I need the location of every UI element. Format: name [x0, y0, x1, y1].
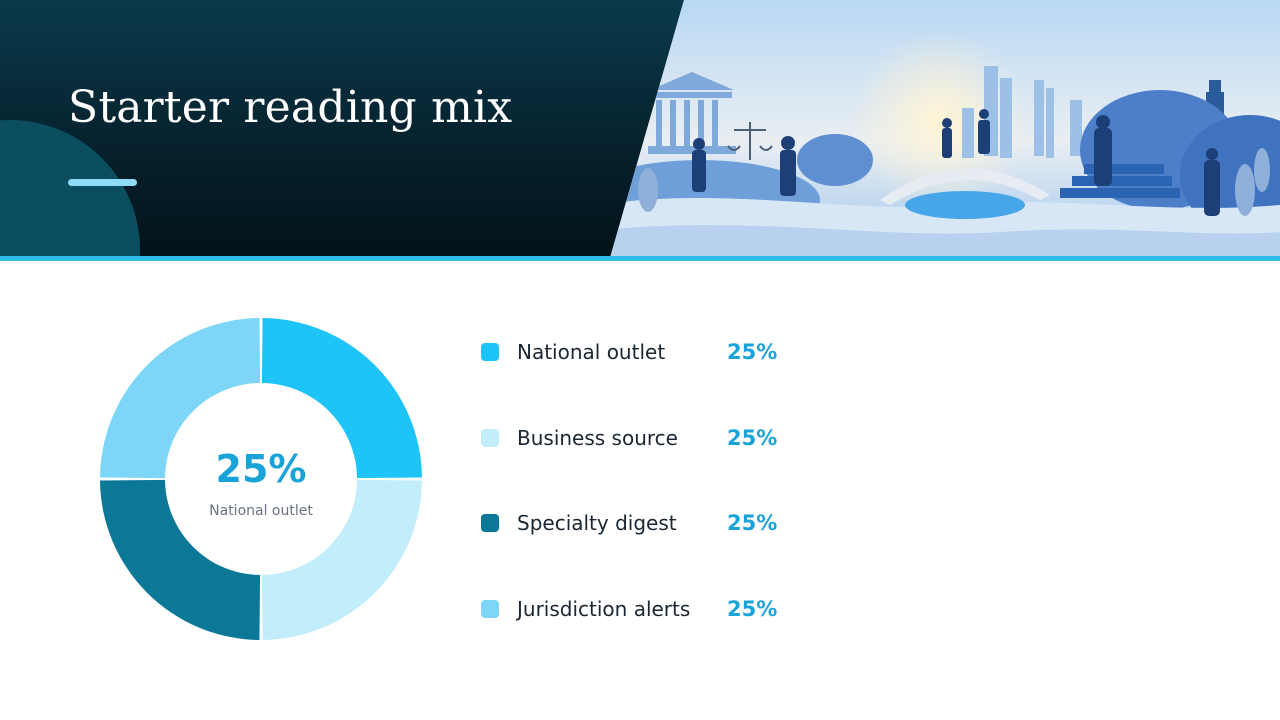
legend-value: 25% [727, 596, 778, 621]
donut-segment-specialty-digest [100, 479, 261, 640]
header-illustration [610, 0, 1280, 258]
legend-swatch [481, 343, 499, 361]
donut-center-value: 25% [215, 447, 307, 491]
legend-value: 25% [727, 425, 778, 450]
title-accent-bar [68, 179, 137, 186]
page-title: Starter reading mix [68, 82, 513, 133]
legend-value: 25% [727, 511, 778, 535]
legend-item: Specialty digest 25% [481, 501, 841, 587]
donut-segment-national-outlet [261, 318, 422, 479]
donut-center-label: National outlet [209, 503, 313, 519]
donut-segment-jurisdiction-alerts [100, 318, 261, 479]
legend-swatch [481, 428, 499, 447]
legend-label: National outlet [517, 340, 666, 364]
donut-segment-business-source [261, 479, 422, 640]
legend-label: Jurisdiction alerts [517, 596, 691, 621]
legend-swatch [481, 514, 499, 532]
legend-item: Jurisdiction alerts 25% [481, 587, 841, 673]
header-banner: Starter reading mix [0, 0, 1280, 258]
legend-value: 25% [727, 340, 778, 364]
header-divider [0, 256, 1280, 261]
legend-swatch [481, 599, 499, 618]
chart-legend: National outlet 25% Business source 25% … [481, 330, 841, 672]
legend-item: National outlet 25% [481, 330, 841, 416]
legend-label: Business source [517, 425, 678, 450]
legend-item: Business source 25% [481, 416, 841, 502]
donut-chart [100, 318, 422, 640]
legend-label: Specialty digest [517, 511, 677, 535]
